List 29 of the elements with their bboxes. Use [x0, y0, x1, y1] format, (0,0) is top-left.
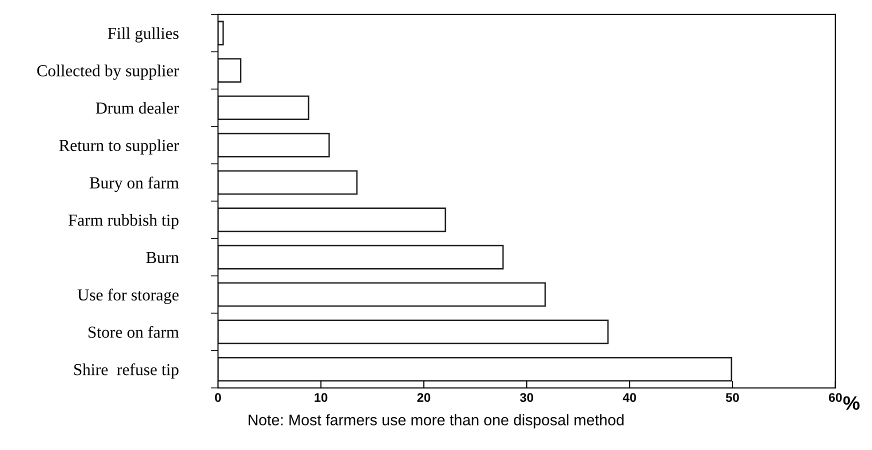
bar [218, 96, 310, 120]
x-tick-label: 30 [520, 393, 534, 402]
bar [218, 356, 732, 382]
x-tick-label: 50 [726, 393, 739, 402]
y-tick-label: Return to supplier [59, 139, 179, 154]
y-tick-label: Collected by supplier [37, 64, 179, 80]
bar [218, 58, 242, 83]
x-tick-label: 0 [215, 393, 221, 402]
bar [218, 170, 358, 195]
y-tick-label: Use for storage [78, 288, 179, 304]
text: Note: Most farmers use more than one disposal method [248, 414, 624, 428]
x-tick-label: 60 [828, 393, 842, 402]
y-tick-label: Fill gullies [108, 27, 179, 42]
y-tick-label: Farm rubbish tip [68, 214, 178, 230]
y-tick-label: Burn [146, 252, 179, 264]
bar [218, 20, 224, 46]
bar [218, 282, 546, 307]
bar [218, 244, 504, 270]
x-tick-label: 20 [417, 393, 430, 402]
y-tick-label: Store on farm [88, 326, 179, 338]
bar [218, 208, 446, 232]
x-tick-label: 40 [622, 393, 636, 402]
bar [218, 320, 609, 344]
y-tick-label: Shire refuse tip [74, 363, 178, 379]
y-tick-label: Drum dealer [96, 102, 179, 114]
y-tick-label: Bury on farm [90, 176, 179, 192]
x-tick-label: 10 [314, 393, 328, 402]
bar [218, 132, 330, 158]
x-axis-title: % [843, 396, 860, 410]
